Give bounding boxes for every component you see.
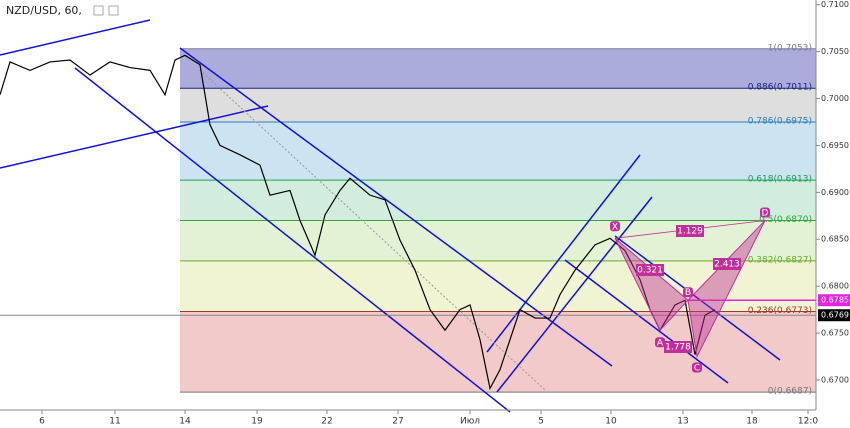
pattern-point <box>692 362 702 373</box>
trend-line <box>0 19 151 56</box>
x-tick-label: 6 <box>39 417 45 427</box>
pattern-point <box>760 207 770 218</box>
x-tick-label: 11 <box>109 417 120 427</box>
pattern-point-label: B <box>685 288 691 298</box>
trend-line <box>614 235 781 361</box>
pattern-ratio-box <box>713 258 741 270</box>
y-tick-label: 0.6800 <box>821 282 849 291</box>
price-marker-label: 0.6785 <box>821 296 849 305</box>
pattern-ratio: 1.129 <box>677 227 703 237</box>
price-marker-label: 0.6769 <box>821 311 849 320</box>
x-tick-label: 19 <box>251 417 263 427</box>
x-tick-label: 18 <box>746 417 758 427</box>
pattern-point-label: A <box>657 338 664 348</box>
y-tick-label: 0.6950 <box>821 141 849 150</box>
y-tick-label: 0.7000 <box>821 94 849 103</box>
x-tick-label: 22 <box>321 417 332 427</box>
pattern-point-label: X <box>612 222 618 232</box>
fib-label: 1(0.7053) <box>768 43 812 53</box>
pattern-ratio-box <box>676 225 704 237</box>
price-marker-box <box>818 309 850 322</box>
fib-band <box>180 121 816 181</box>
x-tick-label: 5 <box>538 417 544 427</box>
fib-label: 0.382(0.6827) <box>748 255 812 265</box>
fib-label: 0.886(0.7011) <box>748 83 812 93</box>
trend-line <box>179 47 613 367</box>
pattern-point <box>610 221 620 232</box>
chart-title: NZD/USD, 60, <box>6 4 82 17</box>
pattern-ratio: 1.778 <box>665 343 691 353</box>
trend-line <box>0 105 269 169</box>
fib-label: 0.236(0.6773) <box>748 306 812 316</box>
fib-label: 0.618(0.6913) <box>748 175 812 185</box>
fib-band <box>180 180 816 221</box>
x-tick-label: 27 <box>392 417 403 427</box>
y-tick-label: 0.6850 <box>821 235 849 244</box>
plot-layer: 1(0.7053) 0.886(0.7011) 0.786(0.6975) 0.618… <box>0 19 816 413</box>
trend-line <box>564 259 729 384</box>
x-tick-label: 10 <box>605 417 617 427</box>
x-tick-label: 14 <box>179 417 191 427</box>
pattern-point <box>683 287 693 298</box>
y-tick-label: 0.6700 <box>821 375 849 384</box>
fib-label: 0.786(0.6975) <box>748 116 812 126</box>
fib-band <box>180 260 816 312</box>
x-tick-label: Июл <box>460 417 480 427</box>
fib-label: 0.5(0.6870) <box>759 215 812 225</box>
x-tick-label: 12:0 <box>798 417 818 427</box>
pattern-point-label: C <box>694 364 700 374</box>
icon[interactable] <box>108 5 119 16</box>
icon[interactable] <box>93 5 104 16</box>
trend-line <box>199 69 546 391</box>
y-tick-label: 0.6750 <box>821 329 849 338</box>
y-tick-label: 0.7100 <box>821 0 849 9</box>
trend-line <box>74 67 511 413</box>
pattern-ratio: 2.413 <box>714 260 740 270</box>
pattern-point <box>655 337 665 348</box>
y-tick-label: 0.6900 <box>821 188 849 197</box>
pattern-ratio-box <box>664 341 692 353</box>
y-tick-label: 0.7050 <box>821 47 849 56</box>
fib-band <box>180 48 816 89</box>
fib-band <box>180 88 816 122</box>
price-marker-box <box>818 294 850 307</box>
pattern-point-label: D <box>762 208 769 218</box>
trend-line <box>486 154 641 353</box>
pattern-ratio-box <box>636 264 664 276</box>
fib-label: 0(0.6687) <box>768 387 812 397</box>
fib-band <box>180 311 816 393</box>
pattern-ratio: 0.321 <box>637 266 663 276</box>
trend-line <box>496 196 653 393</box>
x-tick-label: 13 <box>677 417 688 427</box>
